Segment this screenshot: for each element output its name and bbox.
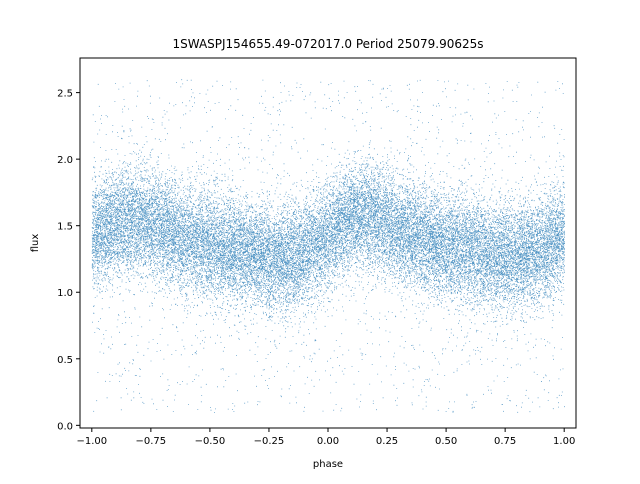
x-tick-label: −0.25 [254, 436, 285, 447]
x-tick-label: 0.00 [317, 436, 339, 447]
y-tick-label: 0.0 [57, 421, 73, 432]
y-axis: 0.0 0.5 1.0 1.5 2.0 2.5 [57, 89, 80, 432]
y-tick-label: 1.5 [57, 222, 73, 233]
x-tick-label: −0.75 [136, 436, 167, 447]
scatter-points [91, 79, 566, 413]
x-axis: −1.00 −0.75 −0.50 −0.25 0.00 0.25 0.50 0.75 1.00 [76, 428, 575, 447]
x-tick-label: 0.50 [435, 436, 457, 447]
x-tick-label: 0.75 [494, 436, 516, 447]
data-points [91, 79, 566, 413]
x-tick-label: −0.50 [195, 436, 226, 447]
x-tick-label: 1.00 [553, 436, 575, 447]
chart-title: 1SWASPJ154655.49-072017.0 Period 25079.9… [172, 37, 483, 51]
y-axis-label: flux [30, 234, 41, 253]
x-tick-label: 0.25 [376, 436, 398, 447]
y-tick-label: 2.0 [57, 155, 73, 166]
y-tick-label: 1.0 [57, 288, 73, 299]
x-axis-label: phase [313, 459, 343, 470]
x-tick-label: −1.00 [76, 436, 107, 447]
y-tick-label: 0.5 [57, 355, 73, 366]
y-tick-label: 2.5 [57, 89, 73, 100]
